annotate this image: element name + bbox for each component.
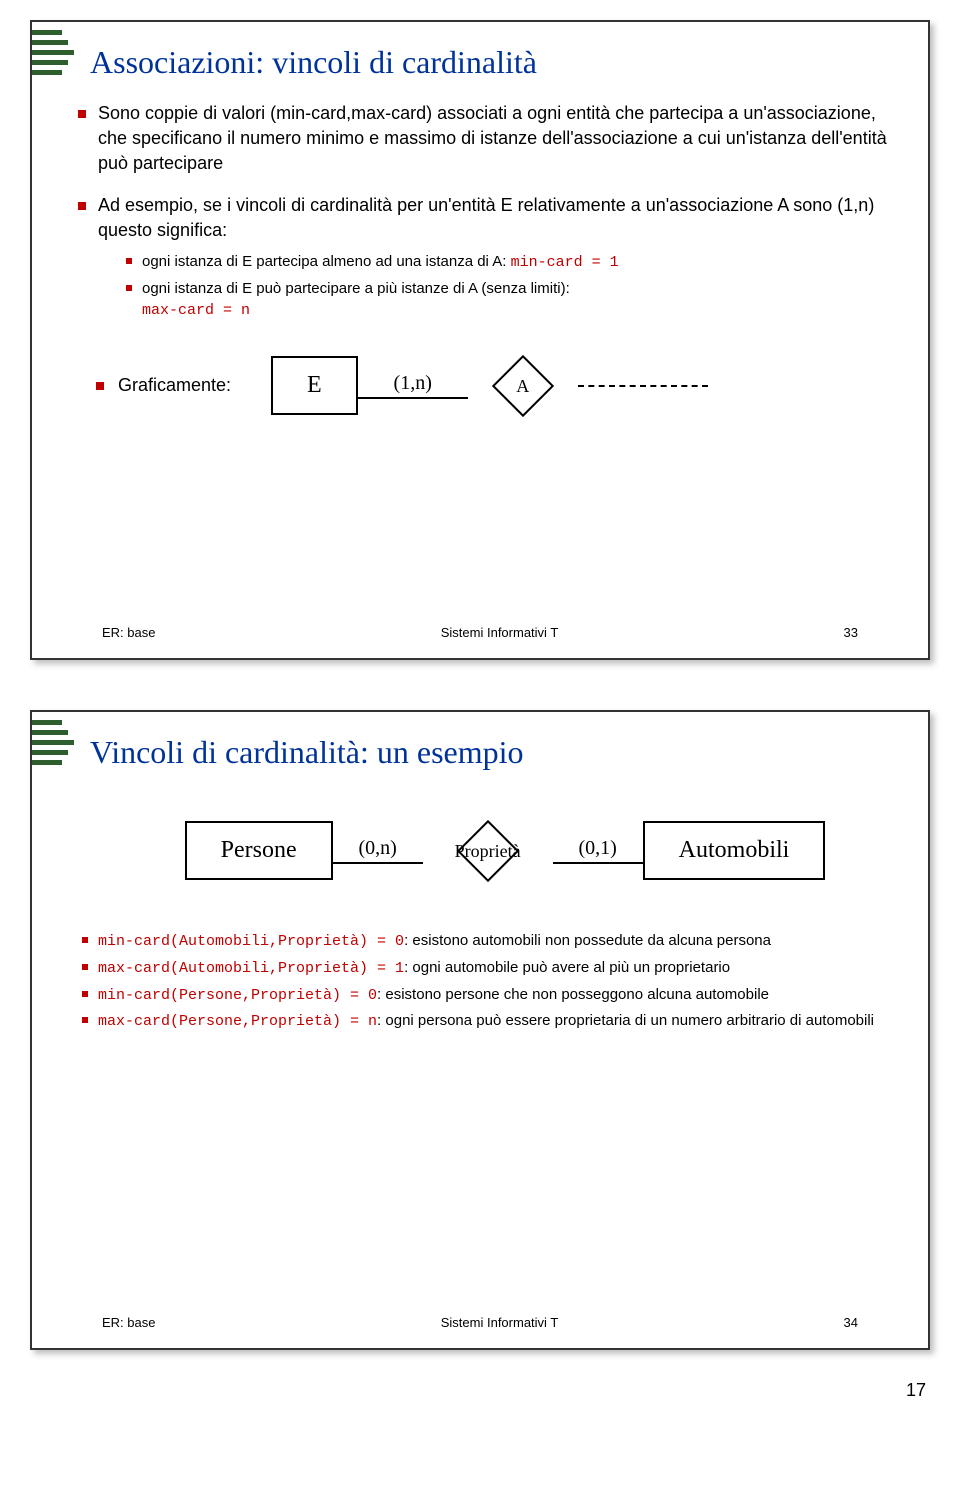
entity-box-left: Persone xyxy=(185,821,333,880)
bullet-item: min-card(Persone,Proprietà) = 0: esiston… xyxy=(78,984,894,1007)
bullet-item: max-card(Automobili,Proprietà) = 1: ogni… xyxy=(78,957,894,980)
bullet-item: max-card(Persone,Proprietà) = n: ogni pe… xyxy=(78,1010,894,1033)
bullet-item: Ad esempio, se i vincoli di cardinalità … xyxy=(72,193,894,323)
code-text: max-card(Persone,Proprietà) = n xyxy=(98,1013,377,1030)
dashed-connector xyxy=(578,385,708,387)
code-text: min-card(Persone,Proprietà) = 0 xyxy=(98,987,377,1004)
slide-footer: ER: base Sistemi Informativi T 33 xyxy=(32,625,928,640)
bullet-text: : ogni persona può essere proprietaria d… xyxy=(377,1012,874,1029)
connector-line xyxy=(358,397,468,399)
sub-bullet-item: ogni istanza di E partecipa almeno ad un… xyxy=(122,251,894,274)
bullet-list: Sono coppie di valori (min-card,max-card… xyxy=(66,101,894,322)
bullet-text: : esistono automobili non possedute da a… xyxy=(404,932,771,949)
entity-box-right: Automobili xyxy=(643,821,826,880)
footer-left: ER: base xyxy=(102,1315,155,1330)
title-decoration xyxy=(32,720,74,778)
code-text: max-card(Automobili,Proprietà) = 1 xyxy=(98,960,404,977)
bullet-item: min-card(Automobili,Proprietà) = 0: esis… xyxy=(78,930,894,953)
slide-title: Associazioni: vincoli di cardinalità xyxy=(90,44,894,81)
slide-footer: ER: base Sistemi Informativi T 34 xyxy=(32,1315,928,1330)
sub-bullet-text: ogni istanza di E può partecipare a più … xyxy=(142,280,570,297)
bullet-item: Sono coppie di valori (min-card,max-card… xyxy=(72,101,894,177)
title-decoration xyxy=(32,30,74,88)
er-diagram: Persone (0,n) Proprietà (0,1) Automobili xyxy=(116,821,894,880)
cardinality-label: (1,n) xyxy=(394,372,432,395)
bullet-text: Ad esempio, se i vincoli di cardinalità … xyxy=(98,195,874,240)
code-text: min-card(Automobili,Proprietà) = 0 xyxy=(98,933,404,950)
bullet-text: : esistono persone che non posseggono al… xyxy=(377,986,769,1003)
slide-number: 34 xyxy=(844,1315,858,1330)
connector-line xyxy=(553,862,643,864)
code-text: max-card = n xyxy=(142,302,250,319)
page-number: 17 xyxy=(30,1380,926,1401)
er-diagram: Graficamente: E (1,n) A xyxy=(96,356,894,415)
slide-title: Vincoli di cardinalità: un esempio xyxy=(90,734,894,771)
cardinality-left: (0,n) xyxy=(358,837,396,860)
sub-bullet-text: ogni istanza di E partecipa almeno ad un… xyxy=(142,253,511,270)
footer-center: Sistemi Informativi T xyxy=(441,625,559,640)
relationship-diamond: A xyxy=(468,359,578,413)
slide-2: Vincoli di cardinalità: un esempio Perso… xyxy=(30,710,930,1350)
relationship-diamond: Proprietà xyxy=(423,824,553,878)
connector-line xyxy=(333,862,423,864)
relationship-label: Proprietà xyxy=(423,841,553,862)
relationship-label: A xyxy=(468,376,578,397)
bullet-list: min-card(Automobili,Proprietà) = 0: esis… xyxy=(66,930,894,1033)
footer-left: ER: base xyxy=(102,625,155,640)
slide-1: Associazioni: vincoli di cardinalità Son… xyxy=(30,20,930,660)
entity-box: E xyxy=(271,356,358,415)
slide-number: 33 xyxy=(844,625,858,640)
bullet-text: : ogni automobile può avere al più un pr… xyxy=(404,959,730,976)
cardinality-right: (0,1) xyxy=(578,837,616,860)
sub-bullet-list: ogni istanza di E partecipa almeno ad un… xyxy=(98,251,894,322)
footer-center: Sistemi Informativi T xyxy=(441,1315,559,1330)
diagram-label: Graficamente: xyxy=(96,375,231,396)
code-text: min-card = 1 xyxy=(511,254,619,271)
sub-bullet-item: ogni istanza di E può partecipare a più … xyxy=(122,278,894,323)
